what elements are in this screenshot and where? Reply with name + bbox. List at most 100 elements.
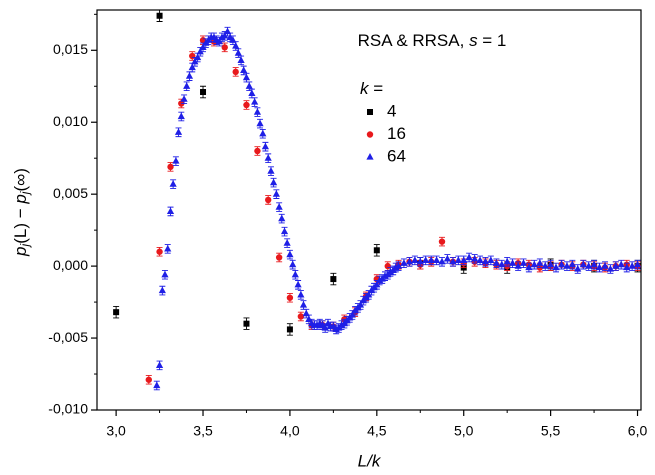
marker-square bbox=[286, 326, 293, 333]
marker-circle bbox=[232, 68, 239, 76]
marker-triangle bbox=[525, 263, 533, 271]
marker-triangle bbox=[498, 260, 506, 268]
y-label-part: j bbox=[18, 243, 32, 248]
marker-triangle bbox=[628, 262, 636, 269]
marker-square bbox=[373, 247, 380, 254]
y-label-part: j bbox=[18, 191, 32, 196]
x-tick-label: 4,0 bbox=[280, 423, 300, 439]
marker-triangle bbox=[547, 260, 555, 268]
x-tick-label: 3,5 bbox=[193, 423, 213, 439]
marker-triangle bbox=[194, 53, 202, 61]
marker-triangle bbox=[563, 262, 571, 269]
marker-circle bbox=[366, 131, 374, 138]
marker-circle bbox=[156, 248, 163, 255]
marker-triangle bbox=[174, 128, 183, 135]
marker-triangle bbox=[253, 108, 262, 115]
legend-label: 4 bbox=[387, 101, 396, 120]
marker-triangle bbox=[191, 57, 199, 65]
marker-triangle bbox=[161, 270, 169, 278]
legend-title-part: = bbox=[369, 79, 384, 98]
marker-triangle bbox=[229, 36, 237, 43]
marker-triangle bbox=[481, 257, 490, 265]
marker-triangle bbox=[297, 290, 305, 298]
marker-circle bbox=[167, 163, 174, 171]
marker-triangle bbox=[606, 264, 615, 272]
marker-circle bbox=[243, 101, 250, 109]
marker-triangle bbox=[492, 259, 500, 266]
y-tick-label: 0,015 bbox=[53, 41, 88, 57]
annotation-part: s bbox=[469, 31, 478, 50]
marker-triangle bbox=[166, 207, 175, 215]
marker-triangle bbox=[400, 259, 408, 266]
marker-triangle bbox=[579, 260, 587, 268]
marker-triangle bbox=[299, 300, 308, 308]
marker-triangle bbox=[449, 257, 457, 265]
y-label-part: p bbox=[11, 194, 30, 204]
marker-square bbox=[200, 89, 207, 96]
marker-triangle bbox=[405, 257, 414, 265]
marker-triangle bbox=[321, 323, 329, 331]
marker-circle bbox=[221, 44, 228, 51]
x-tick-label: 3,0 bbox=[106, 423, 126, 439]
marker-triangle bbox=[221, 31, 229, 39]
marker-triangle bbox=[153, 381, 161, 389]
plot-frame bbox=[96, 9, 642, 411]
marker-triangle bbox=[278, 214, 286, 222]
marker-triangle bbox=[433, 256, 441, 263]
marker-triangle bbox=[366, 153, 374, 160]
marker-triangle bbox=[232, 41, 240, 49]
marker-circle bbox=[438, 238, 446, 245]
marker-triangle bbox=[294, 280, 302, 288]
marker-triangle bbox=[519, 259, 528, 266]
x-axis-label: L/k bbox=[358, 451, 382, 470]
marker-triangle bbox=[237, 56, 245, 63]
marker-triangle bbox=[552, 263, 560, 271]
marker-triangle bbox=[394, 262, 403, 269]
marker-triangle bbox=[256, 119, 264, 127]
legend-label: 64 bbox=[387, 146, 406, 165]
marker-square bbox=[113, 309, 120, 316]
marker-triangle bbox=[595, 263, 604, 271]
marker-circle bbox=[286, 294, 294, 301]
marker-triangle bbox=[280, 227, 289, 235]
marker-triangle bbox=[196, 47, 204, 55]
marker-triangle bbox=[612, 262, 620, 269]
marker-triangle bbox=[275, 203, 283, 210]
marker-triangle bbox=[245, 82, 253, 89]
marker-triangle bbox=[155, 361, 164, 368]
marker-triangle bbox=[438, 257, 446, 265]
marker-triangle bbox=[164, 244, 172, 252]
x-tick-label: 5,5 bbox=[541, 423, 561, 439]
marker-triangle bbox=[172, 157, 180, 164]
legend-title-part: k bbox=[360, 79, 370, 98]
marker-triangle bbox=[623, 263, 631, 271]
marker-square bbox=[243, 320, 250, 327]
marker-triangle bbox=[443, 254, 451, 262]
y-tick-label: 0,010 bbox=[53, 113, 88, 129]
marker-circle bbox=[275, 254, 283, 261]
marker-triangle bbox=[251, 98, 259, 105]
marker-triangle bbox=[305, 315, 313, 322]
marker-triangle bbox=[617, 260, 625, 268]
marker-triangle bbox=[373, 280, 381, 288]
marker-triangle bbox=[286, 250, 294, 258]
marker-triangle bbox=[348, 311, 356, 318]
marker-triangle bbox=[248, 89, 256, 97]
marker-triangle bbox=[183, 82, 191, 89]
y-label-part: (L) − bbox=[11, 204, 30, 244]
y-label-part: p bbox=[11, 246, 30, 256]
marker-triangle bbox=[261, 142, 270, 150]
marker-triangle bbox=[269, 178, 278, 186]
marker-triangle bbox=[411, 256, 419, 263]
y-label-part: (∞) bbox=[11, 168, 30, 191]
marker-triangle bbox=[223, 27, 232, 35]
marker-triangle bbox=[574, 264, 582, 272]
marker-triangle bbox=[240, 66, 248, 74]
marker-triangle bbox=[601, 262, 609, 269]
marker-triangle bbox=[536, 259, 544, 266]
marker-triangle bbox=[356, 300, 365, 308]
marker-circle bbox=[264, 196, 272, 204]
annotation: RSA & RRSA, s = 1 bbox=[358, 31, 507, 50]
marker-triangle bbox=[508, 259, 517, 266]
x-tick-label: 5,0 bbox=[454, 423, 474, 439]
